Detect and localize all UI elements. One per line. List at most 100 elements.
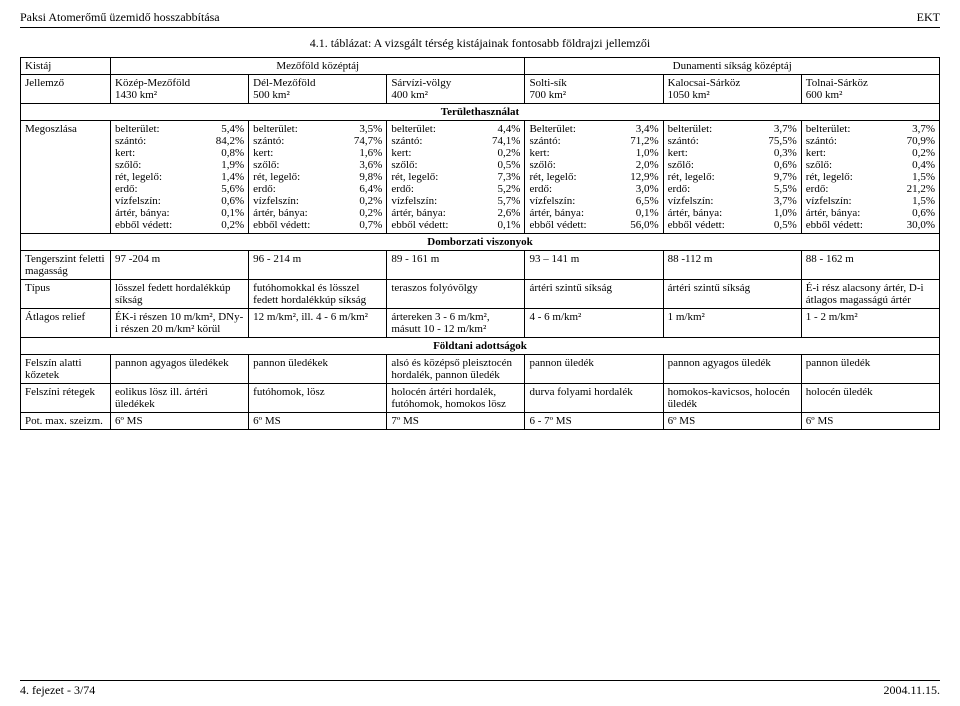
landuse-value: 71,2% <box>621 135 659 147</box>
cell: 6º MS <box>663 413 801 430</box>
cell: futóhomokkal és lösszel fedett hordalékk… <box>249 280 387 309</box>
row-label: Pot. max. szeizm. <box>21 413 111 430</box>
landuse-label: szántó: <box>529 135 620 147</box>
cell: lösszel fedett hordalékkúp síkság <box>111 280 249 309</box>
landuse-value: 0,1% <box>206 207 244 219</box>
landuse-value: 5,4% <box>206 123 244 135</box>
landuse-cell: belterület:szántó:kert:szőlő:rét, legelő… <box>111 121 249 234</box>
landuse-label: kert: <box>806 147 897 159</box>
landuse-value: 9,8% <box>344 171 382 183</box>
landuse-value: 84,2% <box>206 135 244 147</box>
landuse-value: 3,4% <box>621 123 659 135</box>
row-label: Típus <box>21 280 111 309</box>
landuse-label: ebből védett: <box>806 219 897 231</box>
landuse-value: 3,7% <box>897 123 935 135</box>
cell: ártereken 3 - 6 m/km², másutt 10 - 12 m/… <box>387 309 525 338</box>
landuse-label: szőlő: <box>253 159 344 171</box>
landuse-cell: belterület:szántó:kert:szőlő:rét, legelő… <box>801 121 939 234</box>
region-area: 400 km² <box>391 89 428 101</box>
landuse-label: kert: <box>253 147 344 159</box>
row-label: Tengerszint feletti magasság <box>21 251 111 280</box>
table-row: Kistáj Mezőföld középtáj Dunamenti síksá… <box>21 58 940 75</box>
cell: 6º MS <box>249 413 387 430</box>
cell: pannon üledék <box>525 355 663 384</box>
table-row: Tengerszint feletti magasság 97 -204 m 9… <box>21 251 940 280</box>
region-area: 1050 km² <box>668 89 710 101</box>
landuse-label: kert: <box>668 147 759 159</box>
landuse-label: kert: <box>391 147 482 159</box>
section-geology: Földtani adottságok <box>21 338 940 355</box>
landuse-value: 3,7% <box>759 195 797 207</box>
landuse-cell: belterület:szántó:kert:szőlő:rét, legelő… <box>663 121 801 234</box>
cell: ÉK-i részen 10 m/km², DNy-i részen 20 m/… <box>111 309 249 338</box>
landuse-label: ebből védett: <box>668 219 759 231</box>
landuse-value: 0,6% <box>759 159 797 171</box>
landuse-label: rét, legelő: <box>529 171 620 183</box>
table-row: Jellemző Közép-Mezőföld 1430 km² Dél-Mez… <box>21 75 940 104</box>
landuse-label: belterület: <box>806 123 897 135</box>
section-row-landuse: Területhasználat <box>21 104 940 121</box>
landuse-value: 74,7% <box>344 135 382 147</box>
cell: ártéri szintű síkság <box>525 280 663 309</box>
landuse-value: 1,4% <box>206 171 244 183</box>
header-right: EKT <box>917 10 940 25</box>
cell: 93 – 141 m <box>525 251 663 280</box>
header-left: Paksi Atomerőmű üzemidő hosszabbítása <box>20 10 220 25</box>
cell: holocén ártéri hordalék, futóhomok, homo… <box>387 384 525 413</box>
row-label: Felszíni rétegek <box>21 384 111 413</box>
landuse-value: 1,0% <box>759 207 797 219</box>
landuse-value: 5,6% <box>206 183 244 195</box>
landuse-label: vízfelszín: <box>529 195 620 207</box>
landuse-label: erdő: <box>668 183 759 195</box>
landuse-label: erdő: <box>115 183 206 195</box>
landuse-label: rét, legelő: <box>253 171 344 183</box>
landuse-value: 75,5% <box>759 135 797 147</box>
region-head: Sárvízi-völgy 400 km² <box>387 75 525 104</box>
landuse-value: 5,7% <box>482 195 520 207</box>
landuse-cell: belterület:szántó:kert:szőlő:rét, legelő… <box>249 121 387 234</box>
landuse-value: 0,6% <box>206 195 244 207</box>
landuse-label: ebből védett: <box>529 219 620 231</box>
landuse-label: szőlő: <box>529 159 620 171</box>
landuse-label: szőlő: <box>391 159 482 171</box>
landuse-value: 3,6% <box>344 159 382 171</box>
landuse-label: belterület: <box>668 123 759 135</box>
cell: teraszos folyóvölgy <box>387 280 525 309</box>
landuse-label: ártér, bánya: <box>668 207 759 219</box>
region-area: 500 km² <box>253 89 290 101</box>
landuse-value: 4,4% <box>482 123 520 135</box>
landuse-value: 6,5% <box>621 195 659 207</box>
cell: pannon üledék <box>801 355 939 384</box>
landuse-label: erdő: <box>806 183 897 195</box>
landuse-value: 9,7% <box>759 171 797 183</box>
landuse-label: ebből védett: <box>391 219 482 231</box>
region-head: Kalocsai-Sárköz 1050 km² <box>663 75 801 104</box>
landuse-cell: Belterület:szántó:kert:szőlő:rét, legelő… <box>525 121 663 234</box>
landuse-label: ártér, bánya: <box>115 207 206 219</box>
landuse-label: szántó: <box>668 135 759 147</box>
region-name: Közép-Mezőföld <box>115 77 190 89</box>
landuse-value: 0,4% <box>897 159 935 171</box>
section-row-geology: Földtani adottságok <box>21 338 940 355</box>
cell: ártéri szintű síkság <box>663 280 801 309</box>
landuse-value: 74,1% <box>482 135 520 147</box>
landuse-value: 3,0% <box>621 183 659 195</box>
landuse-label: ártér, bánya: <box>391 207 482 219</box>
landuse-label: ebből védett: <box>253 219 344 231</box>
landuse-value: 1,6% <box>344 147 382 159</box>
region-name: Solti-sík <box>529 77 566 89</box>
table-row-landuse: Megoszlása belterület:szántó:kert:szőlő:… <box>21 121 940 234</box>
landuse-value: 0,1% <box>482 219 520 231</box>
cell: 1 - 2 m/km² <box>801 309 939 338</box>
landuse-value: 0,8% <box>206 147 244 159</box>
main-table: Kistáj Mezőföld középtáj Dunamenti síksá… <box>20 57 940 430</box>
landuse-value: 1,5% <box>897 195 935 207</box>
landuse-label: ártér, bánya: <box>253 207 344 219</box>
cell-macro2: Dunamenti síkság középtáj <box>525 58 940 75</box>
cell: 6º MS <box>801 413 939 430</box>
section-row-relief: Domborzati viszonyok <box>21 234 940 251</box>
cell: 12 m/km², ill. 4 - 6 m/km² <box>249 309 387 338</box>
landuse-label: vízfelszín: <box>253 195 344 207</box>
region-head: Solti-sík 700 km² <box>525 75 663 104</box>
landuse-label: rét, legelő: <box>668 171 759 183</box>
